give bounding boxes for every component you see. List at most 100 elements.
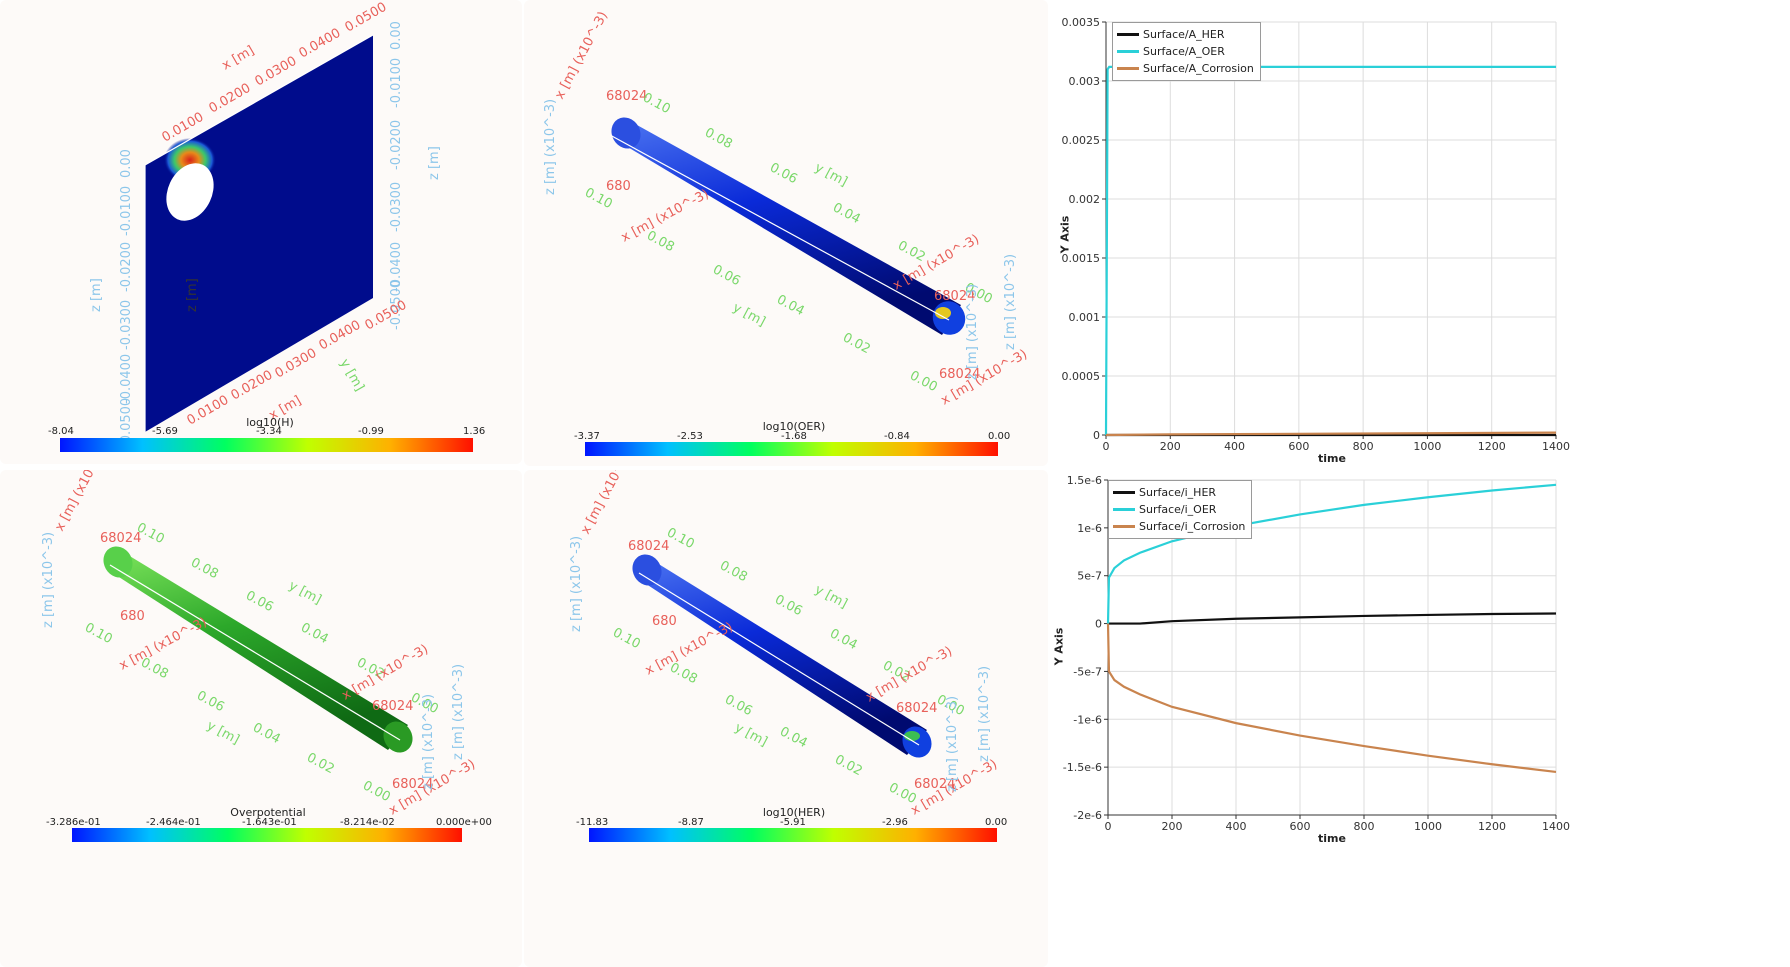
svg-text:-0.0100: -0.0100 xyxy=(389,58,404,108)
colorbar-tick: -3.286e-01 xyxy=(46,817,101,828)
render-view-oer[interactable]: x [m] (x10^-3) z [m] (x10^-3) x [m] (x10… xyxy=(524,0,1048,466)
svg-text:0.06: 0.06 xyxy=(710,262,743,289)
colorbar-tick: -1.68 xyxy=(781,431,807,442)
svg-text:0.06: 0.06 xyxy=(194,688,227,715)
colorbar xyxy=(589,828,997,842)
hydrogen-plate xyxy=(145,35,373,432)
h-z-axis-title: z [m] xyxy=(427,146,442,180)
legend-item: Surface/A_HER xyxy=(1117,26,1254,43)
svg-text:z [m] (x10^-3): z [m] (x10^-3) xyxy=(421,694,436,790)
svg-text:0.06: 0.06 xyxy=(722,692,755,719)
y-tick-label: 1e-6 xyxy=(1077,522,1102,535)
svg-text:68024: 68024 xyxy=(372,699,413,714)
y-tick-label: -1e-6 xyxy=(1073,713,1102,726)
svg-text:x [m] (x10^-3): x [m] (x10^-3) xyxy=(578,470,637,537)
svg-text:y [m]: y [m] xyxy=(337,357,367,394)
legend-item: Surface/A_OER xyxy=(1117,43,1254,60)
svg-text:-0.0200: -0.0200 xyxy=(389,120,404,170)
colorbar-tick: -5.91 xyxy=(780,817,806,828)
svg-text:y [m]: y [m] xyxy=(286,578,324,608)
colorbar-tick: -2.53 xyxy=(677,431,703,442)
x-tick-label: 600 xyxy=(1290,820,1311,833)
y-tick-label: 0.0025 xyxy=(1062,134,1101,147)
x-tick-label: 800 xyxy=(1354,820,1375,833)
svg-text:0.04: 0.04 xyxy=(250,720,283,747)
svg-text:68024: 68024 xyxy=(100,531,141,546)
svg-text:z [m] (x10^-3): z [m] (x10^-3) xyxy=(569,536,584,632)
svg-text:0.10: 0.10 xyxy=(610,625,643,652)
y-tick-label: 0.0005 xyxy=(1062,370,1101,383)
svg-text:z [m]: z [m] xyxy=(89,278,104,312)
svg-text:-0.0100: -0.0100 xyxy=(119,186,134,236)
overpotential-cylinder-scene: x [m] (x10^-3) z [m] (x10^-3) x [m] (x10… xyxy=(41,470,478,818)
svg-text:y [m]: y [m] xyxy=(732,720,770,750)
y-tick-label: 0 xyxy=(1093,429,1100,442)
svg-text:0.00: 0.00 xyxy=(119,149,134,178)
svg-text:68024: 68024 xyxy=(392,777,433,792)
svg-text:0.04: 0.04 xyxy=(827,626,860,653)
y-tick-label: 0 xyxy=(1095,618,1102,631)
svg-text:-0.0300: -0.0300 xyxy=(119,300,134,350)
svg-text:0.10: 0.10 xyxy=(82,620,115,647)
svg-text:0.00: 0.00 xyxy=(389,21,404,50)
colorbar xyxy=(585,442,998,456)
svg-text:0.08: 0.08 xyxy=(188,555,221,582)
line-chart-i[interactable]: -2e-6 -1.5e-6 -1e-6 -5e-7 0 5e-7 1e-6 1.5e-6 0 20… xyxy=(1050,470,1570,967)
svg-text:-0.0200: -0.0200 xyxy=(119,242,134,292)
svg-text:0.10: 0.10 xyxy=(640,90,673,117)
svg-text:680: 680 xyxy=(120,609,145,624)
svg-text:-0.0500: -0.0500 xyxy=(389,280,404,330)
colorbar-tick: -8.214e-02 xyxy=(340,817,395,828)
colorbar-tick: -2.96 xyxy=(882,817,908,828)
x-tick-label: 600 xyxy=(1288,440,1309,453)
line-chart-a-plot: 0 0.0005 0.001 0.0015 0.002 0.0025 0.003 0.0035… xyxy=(1062,16,1571,453)
x-tick-label: 200 xyxy=(1162,820,1183,833)
svg-text:-0.0400: -0.0400 xyxy=(119,354,134,404)
chart-legend: Surface/A_HER Surface/A_OER Surface/A_Co… xyxy=(1112,22,1261,81)
x-tick-label: 400 xyxy=(1226,820,1247,833)
line-chart-a[interactable]: 0 0.0005 0.001 0.0015 0.002 0.0025 0.003 0.0035… xyxy=(1050,0,1570,468)
svg-text:y [m]: y [m] xyxy=(812,160,850,190)
svg-text:z [m] (x10^-3): z [m] (x10^-3) xyxy=(543,99,558,195)
svg-text:0.02: 0.02 xyxy=(304,750,337,777)
svg-text:z [m]: z [m] xyxy=(185,278,200,312)
legend-item: Surface/i_OER xyxy=(1113,501,1245,518)
legend-item: Surface/i_HER xyxy=(1113,484,1245,501)
x-tick-label: 1400 xyxy=(1542,820,1570,833)
svg-text:0.02: 0.02 xyxy=(840,330,873,357)
svg-text:68024: 68024 xyxy=(914,777,955,792)
svg-text:0.04: 0.04 xyxy=(777,724,810,751)
svg-text:y [m]: y [m] xyxy=(812,582,850,612)
y-tick-label: 0.001 xyxy=(1069,311,1101,324)
svg-text:0.04: 0.04 xyxy=(298,620,331,647)
x-tick-label: 0 xyxy=(1105,820,1112,833)
render-view-her[interactable]: x [m] (x10^-3) z [m] (x10^-3) x [m] (x10… xyxy=(524,470,1048,967)
y-tick-label: 5e-7 xyxy=(1077,570,1102,583)
x-axis-title: time xyxy=(1318,832,1346,845)
svg-text:0.06: 0.06 xyxy=(243,588,276,615)
y-tick-label: 0.0035 xyxy=(1062,16,1101,29)
render-view-hydrogen[interactable]: x [m] 0.0100 0.0200 0.0300 0.0400 0.0500… xyxy=(0,0,522,464)
svg-text:z [m] (x10^-3): z [m] (x10^-3) xyxy=(977,666,992,762)
y-tick-label: 0.0015 xyxy=(1062,252,1101,265)
hydrogen-plate-scene: x [m] 0.0100 0.0200 0.0300 0.0400 0.0500… xyxy=(89,0,442,448)
colorbar-tick: -1.643e-01 xyxy=(242,817,297,828)
chart-legend: Surface/i_HER Surface/i_OER Surface/i_Co… xyxy=(1108,480,1253,539)
svg-text:0.08: 0.08 xyxy=(717,558,750,585)
colorbar-tick: -11.83 xyxy=(576,817,609,828)
x-tick-label: 1400 xyxy=(1542,440,1570,453)
svg-text:0.00: 0.00 xyxy=(360,778,393,805)
overpotential-cylinder xyxy=(108,555,408,750)
y-axis-title: Y Axis xyxy=(1058,215,1072,254)
render-view-overpotential[interactable]: x [m] (x10^-3) z [m] (x10^-3) x [m] (x10… xyxy=(0,470,522,967)
h-x-axis-title: x [m] xyxy=(220,43,257,73)
colorbar-tick: -2.464e-01 xyxy=(146,817,201,828)
svg-text:x [m] (x10^-3): x [m] (x10^-3) xyxy=(52,470,111,534)
her-cylinder xyxy=(637,563,927,755)
y-axis-title: Y Axis xyxy=(1052,627,1066,666)
svg-text:z [m] (x10^-3): z [m] (x10^-3) xyxy=(41,532,56,628)
svg-text:680: 680 xyxy=(606,179,631,194)
y-tick-label: -1.5e-6 xyxy=(1063,761,1102,774)
y-tick-label: 0.003 xyxy=(1069,75,1101,88)
x-tick-label: 0 xyxy=(1103,440,1110,453)
